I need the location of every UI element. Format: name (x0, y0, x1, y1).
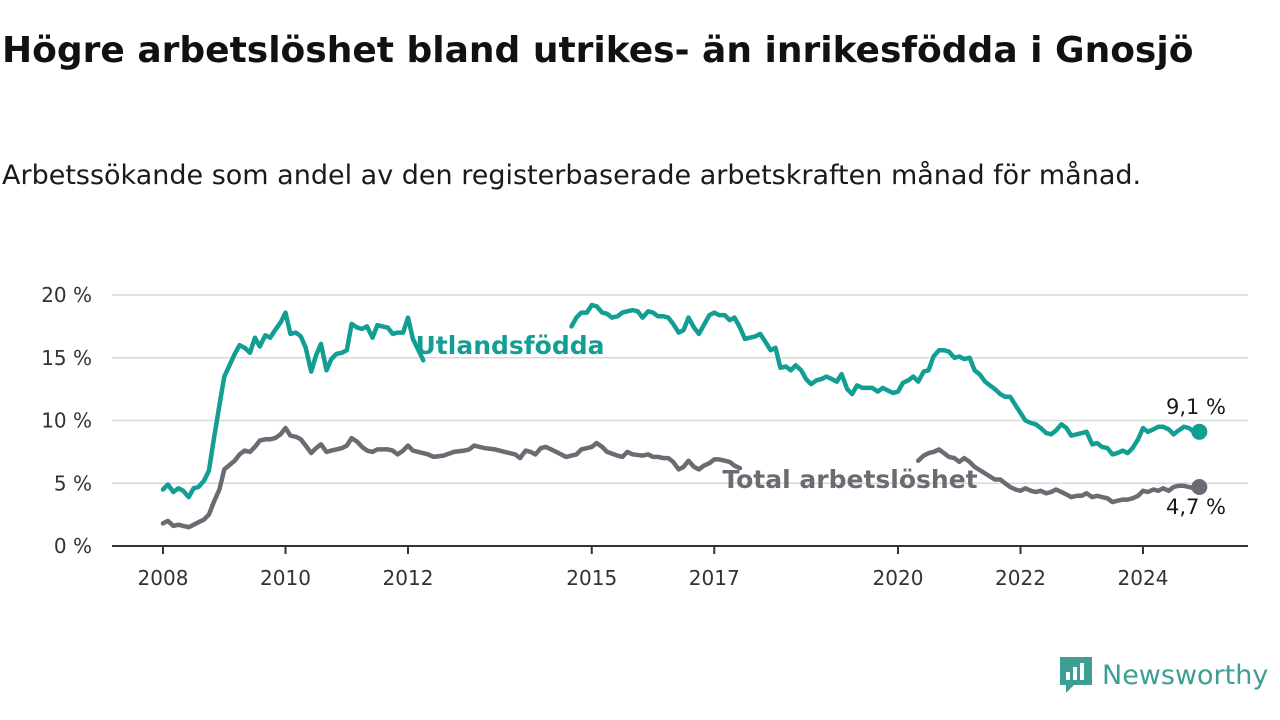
x-tick-label: 2008 (138, 566, 189, 590)
x-tick-label: 2015 (566, 566, 617, 590)
y-tick-label: 5 % (54, 471, 92, 495)
y-axis-ticks: 0 % 5 % 10 % 15 % 20 % (41, 283, 92, 558)
total-unemployment-line (915, 447, 1202, 505)
end-value-label-total: 4,7 % (1166, 495, 1226, 519)
y-tick-label: 20 % (41, 283, 92, 307)
x-tick-label: 2020 (873, 566, 924, 590)
chart-title: Högre arbetslöshet bland utrikes- än inr… (2, 30, 1194, 71)
foreign-born-line (569, 302, 1202, 457)
x-axis: 2008 2010 2012 2015 2017 2020 2022 2024 (112, 545, 1248, 590)
x-tick-label: 2022 (995, 566, 1046, 590)
chart-subtitle: Arbetssökande som andel av den registerb… (2, 160, 1142, 191)
x-tick-label: 2024 (1118, 566, 1169, 590)
y-tick-label: 0 % (54, 534, 92, 558)
newsworthy-logo-icon (1060, 657, 1092, 693)
y-tick-label: 10 % (41, 409, 92, 433)
total-unemployment-line (160, 425, 743, 530)
series-labels: Utlandsfödda Total arbetslöshet 9,1 % 4,7 % (416, 331, 1227, 519)
foreign-born-line (160, 310, 426, 500)
series-end-marker (1191, 479, 1208, 496)
series-lines (160, 302, 1208, 530)
x-tick-label: 2017 (689, 566, 740, 590)
y-tick-label: 15 % (41, 346, 92, 370)
series-end-marker (1191, 423, 1208, 440)
x-tick-label: 2012 (383, 566, 434, 590)
end-value-label-foreign-born: 9,1 % (1166, 395, 1226, 419)
series-label-total: Total arbetslöshet (722, 465, 977, 494)
brand-name: Newsworthy (1102, 659, 1269, 691)
grid-lines (112, 294, 1248, 484)
newsworthy-brand: Newsworthy (1058, 654, 1268, 696)
x-tick-label: 2010 (260, 566, 311, 590)
series-label-foreign-born: Utlandsfödda (416, 331, 605, 360)
